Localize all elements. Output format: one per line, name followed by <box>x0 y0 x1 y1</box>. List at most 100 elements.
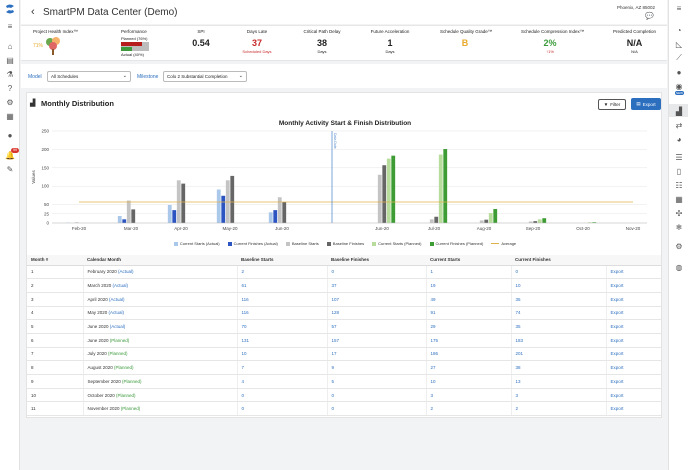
kpi-project-health[interactable]: Project Health Index™ 71% <box>33 29 78 56</box>
export-link[interactable]: Export <box>605 388 661 403</box>
cell-current-finishes[interactable]: 2 <box>510 401 606 417</box>
settings-icon[interactable]: ⚙ <box>675 241 683 251</box>
cell-baseline-finishes[interactable]: 37 <box>326 278 426 293</box>
cell-baseline-finishes[interactable]: 17 <box>326 347 426 362</box>
cell-current-starts[interactable]: 3 <box>425 388 511 403</box>
legend-item[interactable]: Current Starts (Actual) <box>173 241 220 246</box>
legend-item[interactable]: Current Finishes (Planned) <box>429 241 483 246</box>
cell-current-starts[interactable]: 1 <box>425 265 511 280</box>
line-chart-icon[interactable]: ⟋ <box>676 53 682 62</box>
distribution-icon[interactable]: ▟ <box>675 106 683 116</box>
export-link[interactable]: Export <box>605 306 661 321</box>
pie-icon[interactable]: ◕ <box>676 134 682 144</box>
export-link[interactable]: Export <box>605 292 661 307</box>
cell-current-finishes[interactable]: 183 <box>510 333 606 348</box>
export-link[interactable]: Export <box>605 333 661 348</box>
cell-current-finishes[interactable]: 13 <box>510 374 606 389</box>
cell-current-starts[interactable]: 186 <box>425 347 511 362</box>
cell-current-finishes[interactable]: 38 <box>510 360 606 375</box>
globe-icon[interactable]: ◍ <box>675 262 683 272</box>
cell-baseline-starts[interactable]: 2 <box>236 265 327 280</box>
cell-baseline-starts[interactable]: 116 <box>236 292 327 307</box>
kpi-spi[interactable]: SPI 0.54 <box>186 29 216 48</box>
legend-item[interactable]: Average <box>491 241 516 246</box>
cell-current-finishes[interactable]: 0 <box>510 265 606 280</box>
cell-current-finishes[interactable]: 74 <box>510 306 606 321</box>
kpi-performance[interactable]: Performance Planned (76%) Actual (40%) <box>121 29 149 57</box>
back-icon[interactable]: ‹ <box>31 6 35 18</box>
cell-current-starts[interactable]: 27 <box>425 360 511 375</box>
kpi-compression-index[interactable]: Schedule Compression Index™ 2% ↑1% <box>521 29 585 54</box>
cell-current-starts[interactable]: 10 <box>425 374 511 389</box>
legend-item[interactable]: Baseline Finishes <box>326 241 364 246</box>
cell-current-starts[interactable]: 91 <box>425 306 511 321</box>
puzzle-icon[interactable]: ✣ <box>675 208 683 218</box>
legend-item[interactable]: Current Finishes (Actual) <box>227 241 278 246</box>
building-icon[interactable]: ▦ <box>6 111 14 121</box>
cell-baseline-finishes[interactable]: 0 <box>326 388 426 403</box>
cell-baseline-starts[interactable]: 61 <box>236 278 327 293</box>
cell-current-starts[interactable]: 175 <box>425 333 511 348</box>
export-link[interactable]: Export <box>605 374 661 389</box>
tool-icon[interactable]: ✎ <box>6 164 14 174</box>
cell-current-starts[interactable]: 49 <box>425 292 511 307</box>
cell-current-finishes[interactable]: 10 <box>510 278 606 293</box>
cell-current-finishes[interactable]: 3 <box>510 388 606 403</box>
cell-baseline-starts[interactable]: 116 <box>236 306 327 321</box>
milestone-select[interactable]: Colo 2 Substantial Completion ⌄ <box>163 71 247 82</box>
home-icon[interactable]: ⌂ <box>7 41 13 51</box>
export-link[interactable]: Export <box>605 347 661 362</box>
calendar-icon[interactable]: ▦ <box>675 194 683 204</box>
target-icon[interactable]: ◉ <box>675 81 683 91</box>
cell-baseline-starts[interactable]: 7 <box>236 360 327 375</box>
kpi-days-late[interactable]: Days Late 37 Scheduled Days <box>239 29 275 54</box>
filter-button[interactable]: ▼ Filter <box>598 99 626 110</box>
user-icon[interactable]: ● <box>7 130 13 140</box>
export-button[interactable]: ▤ Export <box>631 98 661 110</box>
snowflake-icon[interactable]: ❄ <box>675 222 683 232</box>
export-link[interactable]: Export <box>605 278 661 293</box>
list-icon[interactable]: ☰ <box>675 152 683 162</box>
cell-baseline-finishes[interactable]: 0 <box>326 265 426 280</box>
export-link[interactable]: Export <box>605 319 661 334</box>
export-link[interactable]: Export <box>605 360 661 375</box>
cell-baseline-finishes[interactable]: 128 <box>326 306 426 321</box>
legend-item[interactable]: Current Starts (Planned) <box>372 241 422 246</box>
chat-icon[interactable]: 💬 <box>645 13 654 20</box>
bell-icon[interactable]: 🔔 <box>5 150 15 160</box>
export-link[interactable]: Export <box>605 401 661 417</box>
cell-current-starts[interactable]: 2 <box>425 401 511 417</box>
flask-icon[interactable]: ⚗ <box>6 69 14 79</box>
cell-baseline-finishes[interactable]: 5 <box>326 374 426 389</box>
cell-baseline-finishes[interactable]: 57 <box>326 319 426 334</box>
cell-current-starts[interactable]: 29 <box>425 319 511 334</box>
export-link[interactable]: Export <box>605 265 661 280</box>
chart-area-icon[interactable]: ◺ <box>675 39 683 49</box>
legend-item[interactable]: Baseline Starts <box>285 241 319 246</box>
cell-baseline-starts[interactable]: 10 <box>236 347 327 362</box>
circle-icon[interactable]: ● <box>676 67 682 77</box>
cell-baseline-starts[interactable]: 0 <box>236 388 327 403</box>
kpi-future-acceleration[interactable]: Future Acceleration 1 Days <box>370 29 410 54</box>
list-check-icon[interactable]: ☷ <box>675 180 683 190</box>
swap-icon[interactable]: ⇄ <box>675 120 683 130</box>
kpi-quality-grade[interactable]: Schedule Quality Grade™ B <box>440 29 493 48</box>
cell-baseline-starts[interactable]: 4 <box>236 374 327 389</box>
trash-icon[interactable]: ▯ <box>676 166 682 176</box>
gears-icon[interactable]: ⚙ <box>6 97 14 107</box>
gauge-icon[interactable]: ◔ <box>676 25 682 35</box>
cell-baseline-starts[interactable]: 131 <box>236 333 327 348</box>
cell-current-starts[interactable]: 19 <box>425 278 511 293</box>
menu-icon[interactable]: ≡ <box>676 3 682 13</box>
kpi-predicted-completion[interactable]: Predicted Completion N/A N/A <box>612 29 657 54</box>
cell-current-finishes[interactable]: 35 <box>510 292 606 307</box>
cell-baseline-finishes[interactable]: 9 <box>326 360 426 375</box>
cell-baseline-starts[interactable]: 0 <box>236 401 327 417</box>
cell-current-finishes[interactable]: 201 <box>510 347 606 362</box>
cell-baseline-starts[interactable]: 70 <box>236 319 327 334</box>
menu-icon[interactable]: ≡ <box>7 21 13 31</box>
cell-baseline-finishes[interactable]: 0 <box>326 401 426 417</box>
kpi-critical-path[interactable]: Critical Path Delay 38 Days <box>303 29 341 54</box>
help-icon[interactable]: ? <box>7 83 13 93</box>
model-select[interactable]: All Schedules ⌄ <box>47 71 131 82</box>
